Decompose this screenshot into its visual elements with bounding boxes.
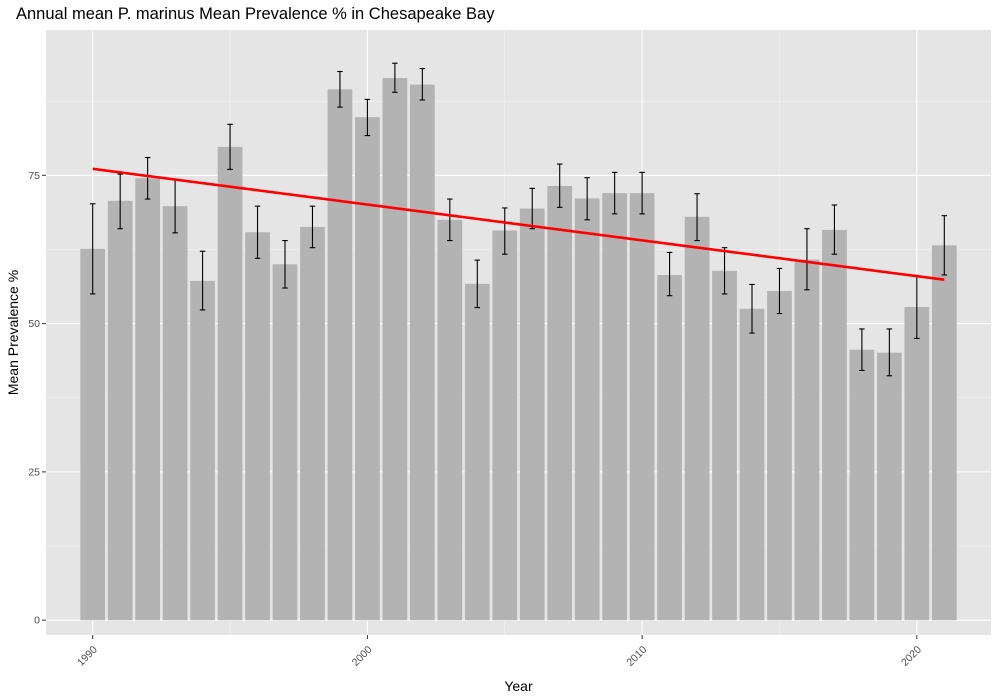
bar (300, 226, 325, 621)
x-tick-label: 2000 (350, 644, 375, 669)
bar (547, 185, 573, 621)
trend-line (92, 167, 945, 281)
x-axis-title: Year (504, 678, 533, 694)
bar (217, 146, 243, 621)
bar (464, 283, 490, 621)
bar (190, 280, 215, 621)
bar (876, 352, 902, 621)
trend-layer (92, 167, 945, 281)
bar (931, 245, 957, 621)
y-tick-label: 25 (28, 466, 40, 478)
bar (437, 219, 463, 621)
x-tick-label: 2020 (899, 644, 924, 669)
bar (574, 198, 600, 621)
bar (794, 259, 820, 621)
bar (355, 117, 380, 621)
x-tick-label: 1990 (75, 644, 100, 669)
bar (739, 308, 765, 621)
axes-layer: 0 25 50 75 1990 2000 2010 2020 (28, 170, 924, 669)
bars-layer (80, 78, 957, 621)
bar (162, 206, 188, 621)
bar (519, 208, 545, 621)
bar (409, 84, 435, 621)
bar (107, 200, 133, 621)
bar (822, 229, 847, 621)
chart-title: Annual mean P. marinus Mean Prevalence %… (16, 5, 495, 23)
bar (327, 89, 353, 621)
y-tick-label: 50 (28, 318, 40, 330)
bar (629, 193, 655, 621)
bar (492, 230, 518, 621)
bar (712, 270, 737, 621)
bar (80, 248, 106, 621)
bar (382, 78, 408, 621)
bar (904, 306, 930, 621)
bar (684, 216, 710, 621)
bar (272, 264, 298, 621)
y-tick-label: 0 (34, 615, 40, 627)
bar (245, 232, 270, 621)
x-tick-label: 2010 (624, 644, 649, 669)
y-axis-title: Mean Prevalence % (5, 270, 21, 395)
bar (602, 193, 628, 621)
bar (849, 349, 875, 621)
y-tick-label: 75 (28, 170, 40, 182)
plot-panel (46, 30, 991, 635)
bar (767, 290, 792, 621)
bar (135, 178, 161, 621)
bar (657, 274, 682, 621)
